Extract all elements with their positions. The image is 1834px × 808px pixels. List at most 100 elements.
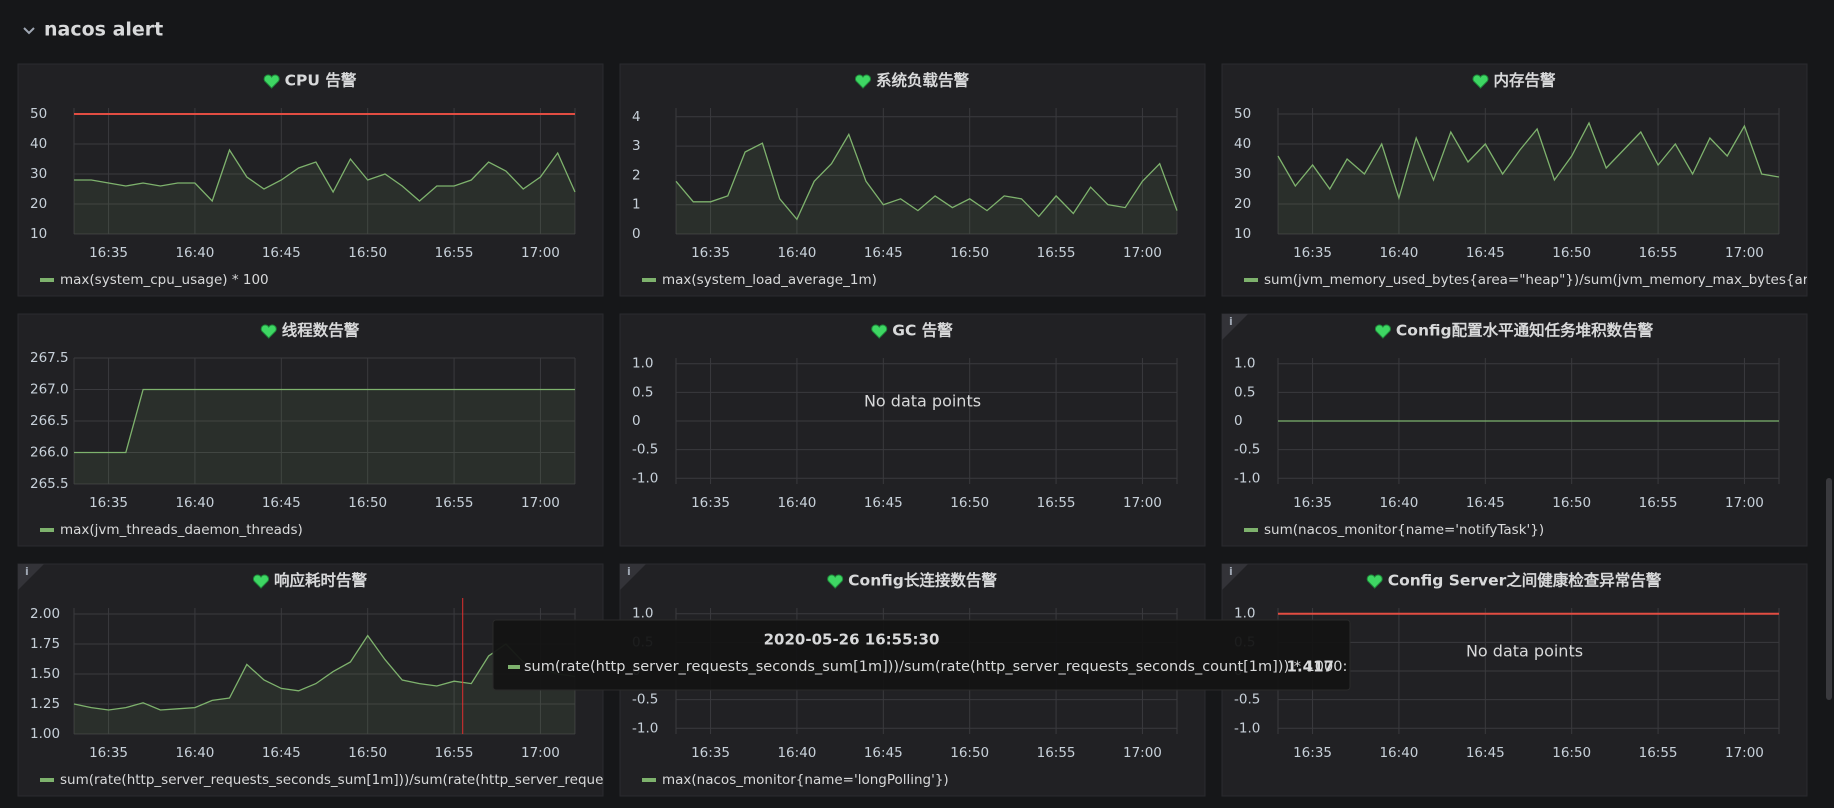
- y-tick-label: 20: [30, 196, 47, 212]
- panel-title: Config配置水平通知任务堆积数告警: [1396, 321, 1654, 340]
- series-area: [676, 134, 1177, 234]
- x-tick-label: 17:00: [1123, 495, 1162, 511]
- series-area: [74, 150, 575, 234]
- panel: 线程数告警 265.5 266.0 266.5 267.0 267.5 16:35 16:40…: [17, 313, 604, 547]
- panel: i Config配置水平通知任务堆积数告警 1.0 0.5 0 -0.5 -1.0 16:35…: [1221, 313, 1808, 547]
- x-tick-label: 16:45: [262, 495, 301, 511]
- x-tick-label: 17:00: [1725, 245, 1764, 261]
- y-tick-label: 10: [1234, 226, 1251, 242]
- y-tick-label: 3: [632, 138, 641, 154]
- y-tick-label: 50: [30, 106, 47, 122]
- x-tick-label: 16:50: [348, 245, 387, 261]
- x-tick-label: 16:55: [435, 495, 474, 511]
- health-heart: [871, 324, 888, 339]
- x-tick-label: 16:35: [691, 245, 730, 261]
- x-tick-label: 16:50: [1552, 245, 1591, 261]
- y-tick-label: -1.0: [1234, 470, 1260, 486]
- x-tick-label: 16:50: [1552, 745, 1591, 761]
- legend-swatch: [1244, 528, 1258, 532]
- series-line: [74, 388, 575, 454]
- x-tick-label: 17:00: [1123, 745, 1162, 761]
- y-tick-label: 0: [632, 226, 641, 242]
- legend-swatch: [40, 778, 54, 782]
- y-tick-label: 10: [30, 226, 47, 242]
- panel-background: [17, 63, 604, 297]
- x-tick-label: 16:55: [1639, 245, 1678, 261]
- legend-swatch: [40, 528, 54, 532]
- x-tick-label: 17:00: [1725, 495, 1764, 511]
- legend-swatch: [1244, 278, 1258, 282]
- panel-background: [17, 313, 604, 547]
- y-tick-label: -0.5: [632, 692, 658, 708]
- info-icon: i: [25, 565, 29, 578]
- x-tick-label: 16:45: [1466, 245, 1505, 261]
- legend-label: max(nacos_monitor{name='longPolling'}): [662, 772, 949, 788]
- y-tick-label: 1.50: [30, 666, 60, 682]
- x-tick-label: 16:50: [950, 495, 989, 511]
- x-tick-label: 16:40: [777, 495, 816, 511]
- x-tick-label: 16:45: [1466, 745, 1505, 761]
- tooltip-series: sum(rate(http_server_requests_seconds_su…: [524, 659, 1347, 675]
- scrollbar[interactable]: [1826, 478, 1832, 700]
- x-tick-label: 16:45: [1466, 495, 1505, 511]
- panel: 内存告警 10 20 30 40 50 16:35 16:40 16:45 16:50 16:55 1…: [1221, 63, 1834, 297]
- legend-swatch: [642, 278, 656, 282]
- health-heart: [1374, 324, 1391, 339]
- x-tick-label: 16:55: [435, 745, 474, 761]
- y-tick-label: 30: [30, 166, 47, 182]
- x-tick-label: 16:40: [1379, 495, 1418, 511]
- x-tick-label: 16:35: [691, 745, 730, 761]
- x-tick-label: 16:40: [777, 745, 816, 761]
- tooltip: 2020-05-26 16:55:30 sum(rate(http_server_…: [492, 619, 1351, 691]
- health-heart: [260, 324, 277, 339]
- y-tick-label: 1.0: [632, 606, 653, 622]
- x-tick-label: 16:35: [1293, 245, 1332, 261]
- panel-title: 系统负载告警: [876, 71, 970, 90]
- x-tick-label: 16:55: [1037, 745, 1076, 761]
- x-tick-label: 17:00: [1725, 745, 1764, 761]
- info-corner: [1222, 314, 1248, 340]
- collapse-chevron[interactable]: [23, 27, 35, 35]
- x-tick-label: 16:55: [435, 245, 474, 261]
- x-tick-label: 17:00: [521, 245, 560, 261]
- x-tick-label: 17:00: [1123, 245, 1162, 261]
- legend-label: max(system_cpu_usage) * 100: [60, 272, 269, 288]
- panel-title: 线程数告警: [282, 321, 360, 340]
- y-tick-label: 4: [632, 109, 641, 125]
- x-tick-label: 16:35: [89, 245, 128, 261]
- health-heart: [1472, 74, 1489, 89]
- x-tick-label: 16:40: [1379, 245, 1418, 261]
- y-tick-label: -1.0: [632, 720, 658, 736]
- series-area: [74, 389, 575, 484]
- x-tick-label: 17:00: [521, 495, 560, 511]
- y-tick-label: 267.5: [30, 350, 69, 366]
- info-icon: i: [1229, 315, 1233, 328]
- legend-label: max(jvm_threads_daemon_threads): [60, 522, 303, 538]
- tooltip-swatch: [508, 665, 520, 669]
- y-tick-label: 1.00: [30, 726, 60, 742]
- y-tick-label: 266.0: [30, 445, 69, 461]
- x-tick-label: 16:45: [262, 745, 301, 761]
- x-tick-label: 16:45: [864, 495, 903, 511]
- health-heart: [1366, 574, 1383, 589]
- panel-title: Config长连接数告警: [848, 571, 997, 590]
- x-tick-label: 16:55: [1639, 495, 1678, 511]
- y-tick-label: 267.0: [30, 382, 69, 398]
- x-tick-label: 16:55: [1037, 495, 1076, 511]
- legend-swatch: [40, 278, 54, 282]
- panel-background: [619, 63, 1206, 297]
- panel-title: 响应耗时告警: [274, 571, 368, 590]
- y-tick-label: 1.25: [30, 696, 60, 712]
- series-area: [74, 635, 575, 734]
- y-tick-label: 30: [1234, 166, 1251, 182]
- x-tick-label: 16:40: [1379, 745, 1418, 761]
- x-tick-label: 16:50: [950, 745, 989, 761]
- y-tick-label: 0.5: [632, 384, 653, 400]
- row-title[interactable]: nacos alert: [44, 19, 163, 41]
- panel-title: 内存告警: [1493, 71, 1556, 90]
- series-line: [74, 148, 576, 203]
- legend-label: sum(jvm_memory_used_bytes{area="heap"})/…: [1264, 272, 1834, 288]
- panel-background: [619, 313, 1206, 547]
- tooltip-box: [492, 619, 1351, 691]
